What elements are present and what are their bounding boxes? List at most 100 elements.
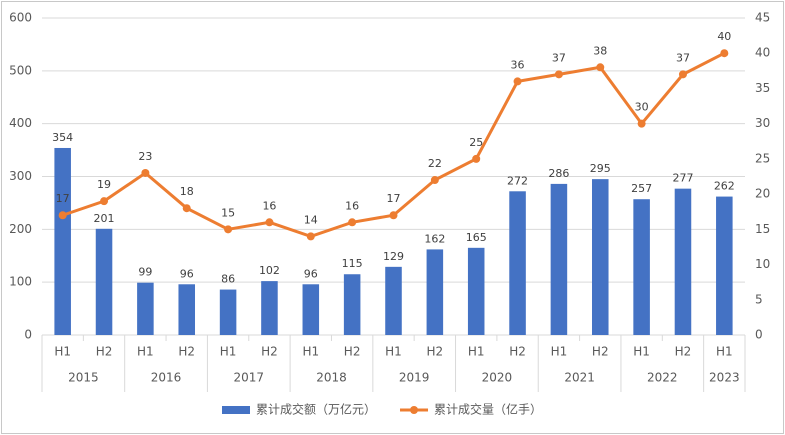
x-group-label: 2017 [233,371,264,385]
bar-value-label: 129 [383,250,404,263]
x-tick-label: H1 [716,345,733,359]
x-tick-label: H1 [137,345,154,359]
line-marker [637,119,646,128]
y2-tick-label: 15 [755,222,770,236]
x-tick-label: H2 [427,345,444,359]
line-value-label: 19 [97,178,111,191]
line-value-label: 17 [387,192,401,205]
x-tick-label: H1 [302,345,319,359]
x-tick-label: H1 [633,345,650,359]
y2-tick-label: 25 [755,151,770,165]
x-tick-label: H2 [675,345,692,359]
x-group-label: 2015 [68,371,99,385]
x-tick-label: H2 [178,345,195,359]
line-value-label: 16 [262,199,276,212]
bar-value-label: 354 [52,131,73,144]
bar-value-label: 165 [466,231,487,244]
line-marker [554,70,563,79]
line-marker [720,49,729,58]
line-value-label: 25 [469,136,483,149]
y-tick-label: 600 [9,11,32,25]
legend-swatch-marker [410,406,419,414]
line-marker [513,77,522,86]
line-value-label: 22 [428,157,442,170]
bar [219,289,237,335]
line-value-label: 15 [221,206,235,219]
bar-value-label: 272 [507,174,528,187]
x-tick-label: H1 [220,345,237,359]
bar-value-label: 257 [631,182,652,195]
bar-value-label: 99 [138,266,152,279]
line-value-label: 38 [593,44,607,57]
line-value-label: 37 [676,51,690,64]
line-marker [141,168,150,177]
bar [95,228,113,335]
y2-tick-label: 35 [755,81,770,95]
line-value-label: 16 [345,199,359,212]
x-tick-label: H2 [509,345,526,359]
bar-value-label: 96 [180,267,194,280]
legend-label: 累计成交额（万亿元） [256,402,376,417]
line-value-label: 37 [552,51,566,64]
y-tick-label: 500 [9,63,32,77]
x-group-label: 2021 [564,371,595,385]
bar [633,199,650,335]
line-value-label: 18 [180,185,194,198]
bar [54,147,71,335]
line-marker [389,211,398,220]
bar-value-label: 262 [714,180,735,193]
legend-swatch [222,406,250,414]
bar-value-label: 96 [304,267,318,280]
bar-value-label: 162 [424,232,445,245]
y2-tick-label: 0 [755,328,763,342]
x-tick-label: H2 [261,345,278,359]
bar-value-label: 102 [259,264,280,277]
bar [591,179,609,335]
line-marker [58,211,67,220]
y-tick-label: 200 [9,222,32,236]
y-tick-label: 400 [9,116,32,130]
y2-tick-label: 45 [755,11,770,25]
line-marker [265,218,274,227]
x-group-label: 2019 [399,371,430,385]
line-value-label: 23 [138,150,152,163]
x-tick-label: H1 [54,345,71,359]
line-marker [430,176,439,185]
y2-tick-label: 20 [755,187,770,201]
x-group-label: 2018 [316,371,347,385]
x-tick-label: H2 [592,345,609,359]
bar [385,266,402,335]
line-value-label: 30 [635,101,649,114]
bar-value-label: 115 [342,257,363,270]
bar [178,284,196,335]
bar [509,191,526,335]
bar [426,249,444,335]
line-marker [348,218,357,227]
bar-value-label: 277 [672,172,693,185]
bar [302,284,320,335]
bar [137,282,154,335]
line-value-label: 14 [304,213,318,226]
y2-tick-label: 30 [755,116,770,130]
x-tick-label: H2 [344,345,361,359]
x-group-label: 2022 [647,371,678,385]
x-tick-label: H1 [468,345,485,359]
y2-tick-label: 10 [755,257,770,271]
line-marker [224,225,233,234]
legend-label: 累计成交量（亿手） [434,402,542,417]
bar [674,188,692,335]
bar [343,274,361,335]
bar [716,196,733,335]
bar-value-label: 286 [548,167,569,180]
line-value-label: 40 [717,30,731,43]
y-tick-label: 0 [24,328,32,342]
bar-value-label: 201 [94,212,115,225]
x-tick-label: H1 [385,345,402,359]
bar [467,247,485,335]
line-marker [472,154,481,163]
x-group-label: 2020 [482,371,513,385]
bar [550,183,568,335]
line-marker [678,70,687,79]
x-group-label: 2023 [709,371,740,385]
